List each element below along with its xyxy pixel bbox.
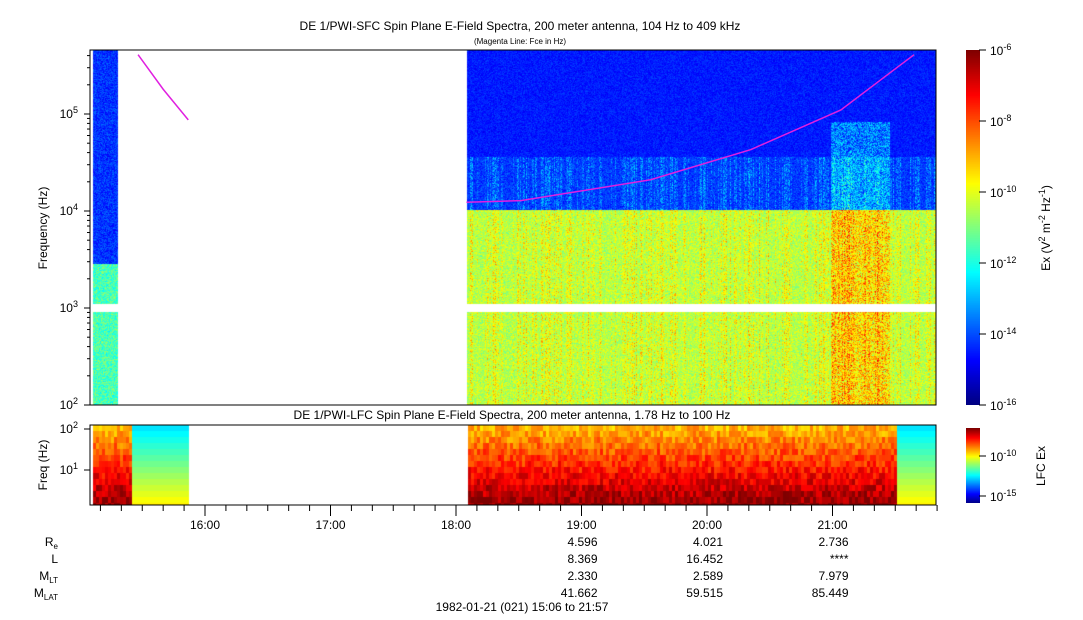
sfc-spectrogram: [90, 50, 936, 405]
lfc-ylabel: Freq (Hz): [36, 440, 50, 491]
lfc-colorbar: [966, 428, 980, 503]
ephemeris-value: 8.369: [567, 552, 597, 566]
y-tick-label: 102: [60, 396, 78, 412]
x-tick-label: 20:00: [692, 518, 722, 532]
ephemeris-value: 59.515: [686, 586, 723, 600]
y-tick-label: 103: [60, 299, 78, 315]
sfc-plot-frame: [89, 49, 937, 406]
ephemeris-row-label: L: [51, 552, 58, 566]
lfc-plot-frame: [89, 424, 937, 506]
ephemeris-value: 2.330: [567, 569, 597, 583]
colorbar-tick-label: 10-15: [990, 488, 1016, 504]
ephemeris-value: 85.449: [812, 586, 849, 600]
ephemeris-row-label: Re: [45, 535, 59, 551]
date-range-label: 1982-01-21 (021) 15:06 to 21:57: [436, 600, 609, 614]
x-tick-label: 16:00: [190, 518, 220, 532]
sfc-title: DE 1/PWI-SFC Spin Plane E-Field Spectra,…: [300, 19, 741, 33]
x-tick-label: 17:00: [315, 518, 345, 532]
ephemeris-value: 41.662: [561, 586, 598, 600]
colorbar-tick-label: 10-10: [990, 184, 1016, 200]
colorbar-tick-label: 10-16: [990, 397, 1016, 413]
ephemeris-value: 4.596: [567, 535, 597, 549]
y-tick-label: 101: [60, 461, 78, 477]
lfc-title: DE 1/PWI-LFC Spin Plane E-Field Spectra,…: [294, 408, 731, 422]
ephemeris-value: 16.452: [686, 552, 723, 566]
ephemeris-value: ****: [830, 552, 849, 566]
ephemeris-row-label: MLAT: [34, 586, 58, 602]
colorbar-tick-label: 10-12: [990, 255, 1016, 271]
sfc-colorbar: [966, 50, 980, 405]
y-tick-label: 102: [60, 420, 78, 436]
x-tick-label: 19:00: [566, 518, 596, 532]
ephemeris-value: 4.021: [693, 535, 723, 549]
colorbar-tick-label: 10-14: [990, 326, 1016, 342]
ephemeris-value: 2.736: [818, 535, 848, 549]
colorbar-tick-label: 10-8: [990, 113, 1011, 129]
ephemeris-value: 7.979: [818, 569, 848, 583]
sfc-colorbar-label: Ex (V2 m-2 Hz-1): [1037, 185, 1053, 271]
fce-line: [466, 54, 915, 204]
colorbar-tick-label: 10-6: [990, 42, 1011, 58]
colorbar-tick-label: 10-10: [990, 448, 1016, 464]
lfc-colorbar-label: LFC Ex: [1034, 446, 1048, 486]
y-tick-label: 105: [60, 105, 78, 121]
lfc-spectrogram: [90, 425, 936, 505]
sfc-subtitle: (Magenta Line: Fce in Hz): [474, 37, 566, 46]
fce-line: [137, 54, 189, 121]
ephemeris-value: 2.589: [693, 569, 723, 583]
sfc-ylabel: Frequency (Hz): [36, 187, 50, 270]
x-tick-label: 18:00: [441, 518, 471, 532]
y-tick-label: 104: [60, 202, 78, 218]
ephemeris-row-label: MLT: [39, 569, 58, 585]
x-tick-label: 21:00: [817, 518, 847, 532]
